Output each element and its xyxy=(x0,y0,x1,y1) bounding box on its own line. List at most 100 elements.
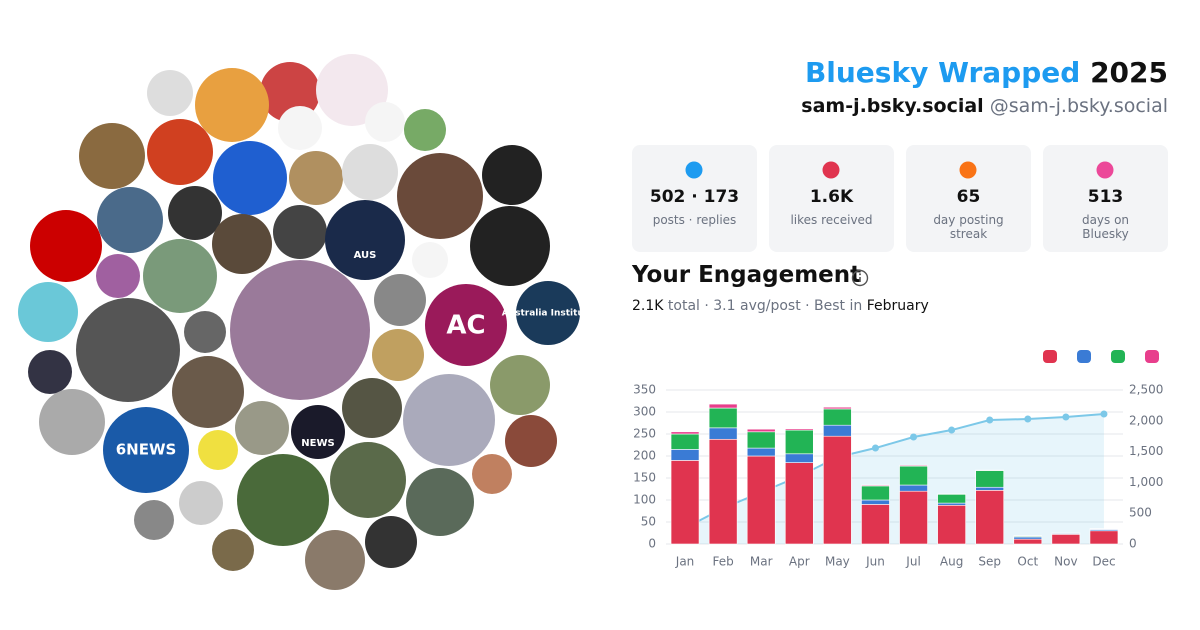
y-tick-label: 150 xyxy=(633,471,656,485)
bar-segment xyxy=(823,435,852,545)
y-tick-label: 200 xyxy=(633,449,656,463)
title: Bluesky Wrapped 2025 xyxy=(805,56,1168,89)
avatar-label: 6NEWS xyxy=(116,441,177,459)
avatar xyxy=(28,350,72,394)
avatar xyxy=(195,68,269,142)
bar-segment xyxy=(975,486,1005,491)
y-tick-label: 100 xyxy=(633,493,656,507)
avatar xyxy=(39,389,105,455)
avatar xyxy=(425,284,507,366)
bar-segment xyxy=(937,504,966,545)
avatar xyxy=(406,468,474,536)
line-point xyxy=(948,426,956,434)
stat-icon xyxy=(959,161,977,179)
avatar xyxy=(278,106,322,150)
engagement-summary: 2.1K total · 3.1 avg/post · Best in Febr… xyxy=(632,298,929,314)
stat-label: posts · replies xyxy=(652,213,737,227)
y2-tick-label: 0 xyxy=(1129,537,1137,551)
stat-card: 65 day posting streak xyxy=(906,145,1031,252)
bar-segment xyxy=(708,438,738,545)
legend-icon xyxy=(1043,350,1057,363)
stat-icon xyxy=(822,161,840,179)
y-tick-label: 0 xyxy=(648,537,656,551)
x-tick-label: Aug xyxy=(940,555,963,569)
bar-segment xyxy=(861,485,890,501)
x-tick-label: Jun xyxy=(865,555,885,569)
avatar xyxy=(342,144,398,200)
line-point xyxy=(871,444,879,452)
stat-label: likes received xyxy=(790,213,873,227)
bar-segment xyxy=(746,428,776,433)
y2-tick-label: 500 xyxy=(1129,506,1152,520)
avatar xyxy=(374,274,426,326)
avatar xyxy=(147,70,193,116)
legend-icon xyxy=(1111,350,1125,363)
bar-segment xyxy=(708,427,738,440)
avatar xyxy=(342,378,402,438)
bar-segment xyxy=(937,502,966,506)
x-tick-label: Jan xyxy=(675,555,695,569)
x-tick-label: Mar xyxy=(750,555,773,569)
bar-segment xyxy=(670,433,700,450)
avatar xyxy=(472,454,512,494)
x-tick-label: Dec xyxy=(1092,555,1115,569)
bar-segment xyxy=(784,453,814,463)
bar-segment xyxy=(746,447,776,457)
bar-segment xyxy=(975,470,1005,488)
bar-segment xyxy=(708,403,738,409)
stat-value: 1.6K xyxy=(809,187,854,207)
user: sam-j.bsky.social @sam-j.bsky.social xyxy=(801,95,1168,117)
avatar xyxy=(482,145,542,205)
x-tick-label: Nov xyxy=(1054,555,1077,569)
bar-segment xyxy=(746,431,776,449)
engagement-title: Your Engagement xyxy=(632,262,862,288)
display-name: sam-j.bsky.social xyxy=(801,95,984,117)
bar-segment xyxy=(861,484,890,487)
bar-segment xyxy=(899,490,928,545)
avatar xyxy=(172,356,244,428)
bar-segment xyxy=(861,499,890,505)
avatar xyxy=(330,442,406,518)
avatar xyxy=(30,210,102,282)
avatar xyxy=(18,282,78,342)
avatar xyxy=(198,430,238,470)
x-tick-label: Oct xyxy=(1017,555,1038,569)
y-tick-label: 250 xyxy=(633,427,656,441)
y-tick-label: 50 xyxy=(641,515,656,529)
avatar-label: AC xyxy=(446,311,485,341)
y-tick-label: 350 xyxy=(633,383,656,397)
avatar xyxy=(305,530,365,590)
y2-tick-label: 1,500 xyxy=(1129,444,1163,458)
legend-icon xyxy=(1077,350,1091,363)
avatar xyxy=(147,119,213,185)
avatar xyxy=(184,311,226,353)
avatar xyxy=(212,529,254,571)
bar-segment xyxy=(1051,534,1081,545)
stat-value: 65 xyxy=(956,187,981,207)
bar-segment xyxy=(784,462,814,545)
bar-segment xyxy=(823,408,852,426)
avatar xyxy=(273,205,327,259)
bar-segment xyxy=(1089,530,1119,545)
x-tick-label: Apr xyxy=(789,555,810,569)
avatar xyxy=(505,415,557,467)
avatar xyxy=(143,239,217,313)
y2-tick-label: 2,000 xyxy=(1129,413,1163,427)
bar-segment xyxy=(784,428,814,431)
avatar xyxy=(103,407,189,493)
avatar xyxy=(134,500,174,540)
info-icon[interactable] xyxy=(850,268,870,288)
handle: @sam-j.bsky.social xyxy=(989,95,1168,117)
stat-card: 1.6K likes received xyxy=(769,145,894,252)
avatar xyxy=(237,454,329,546)
avatar xyxy=(291,405,345,459)
bar-segment xyxy=(746,455,776,545)
avatar xyxy=(213,141,287,215)
total: 2.1K xyxy=(632,298,664,314)
avatar xyxy=(365,102,405,142)
y2-tick-label: 1,000 xyxy=(1129,475,1163,489)
stat-icon xyxy=(685,161,703,179)
avatar xyxy=(516,281,580,345)
avatar xyxy=(490,355,550,415)
